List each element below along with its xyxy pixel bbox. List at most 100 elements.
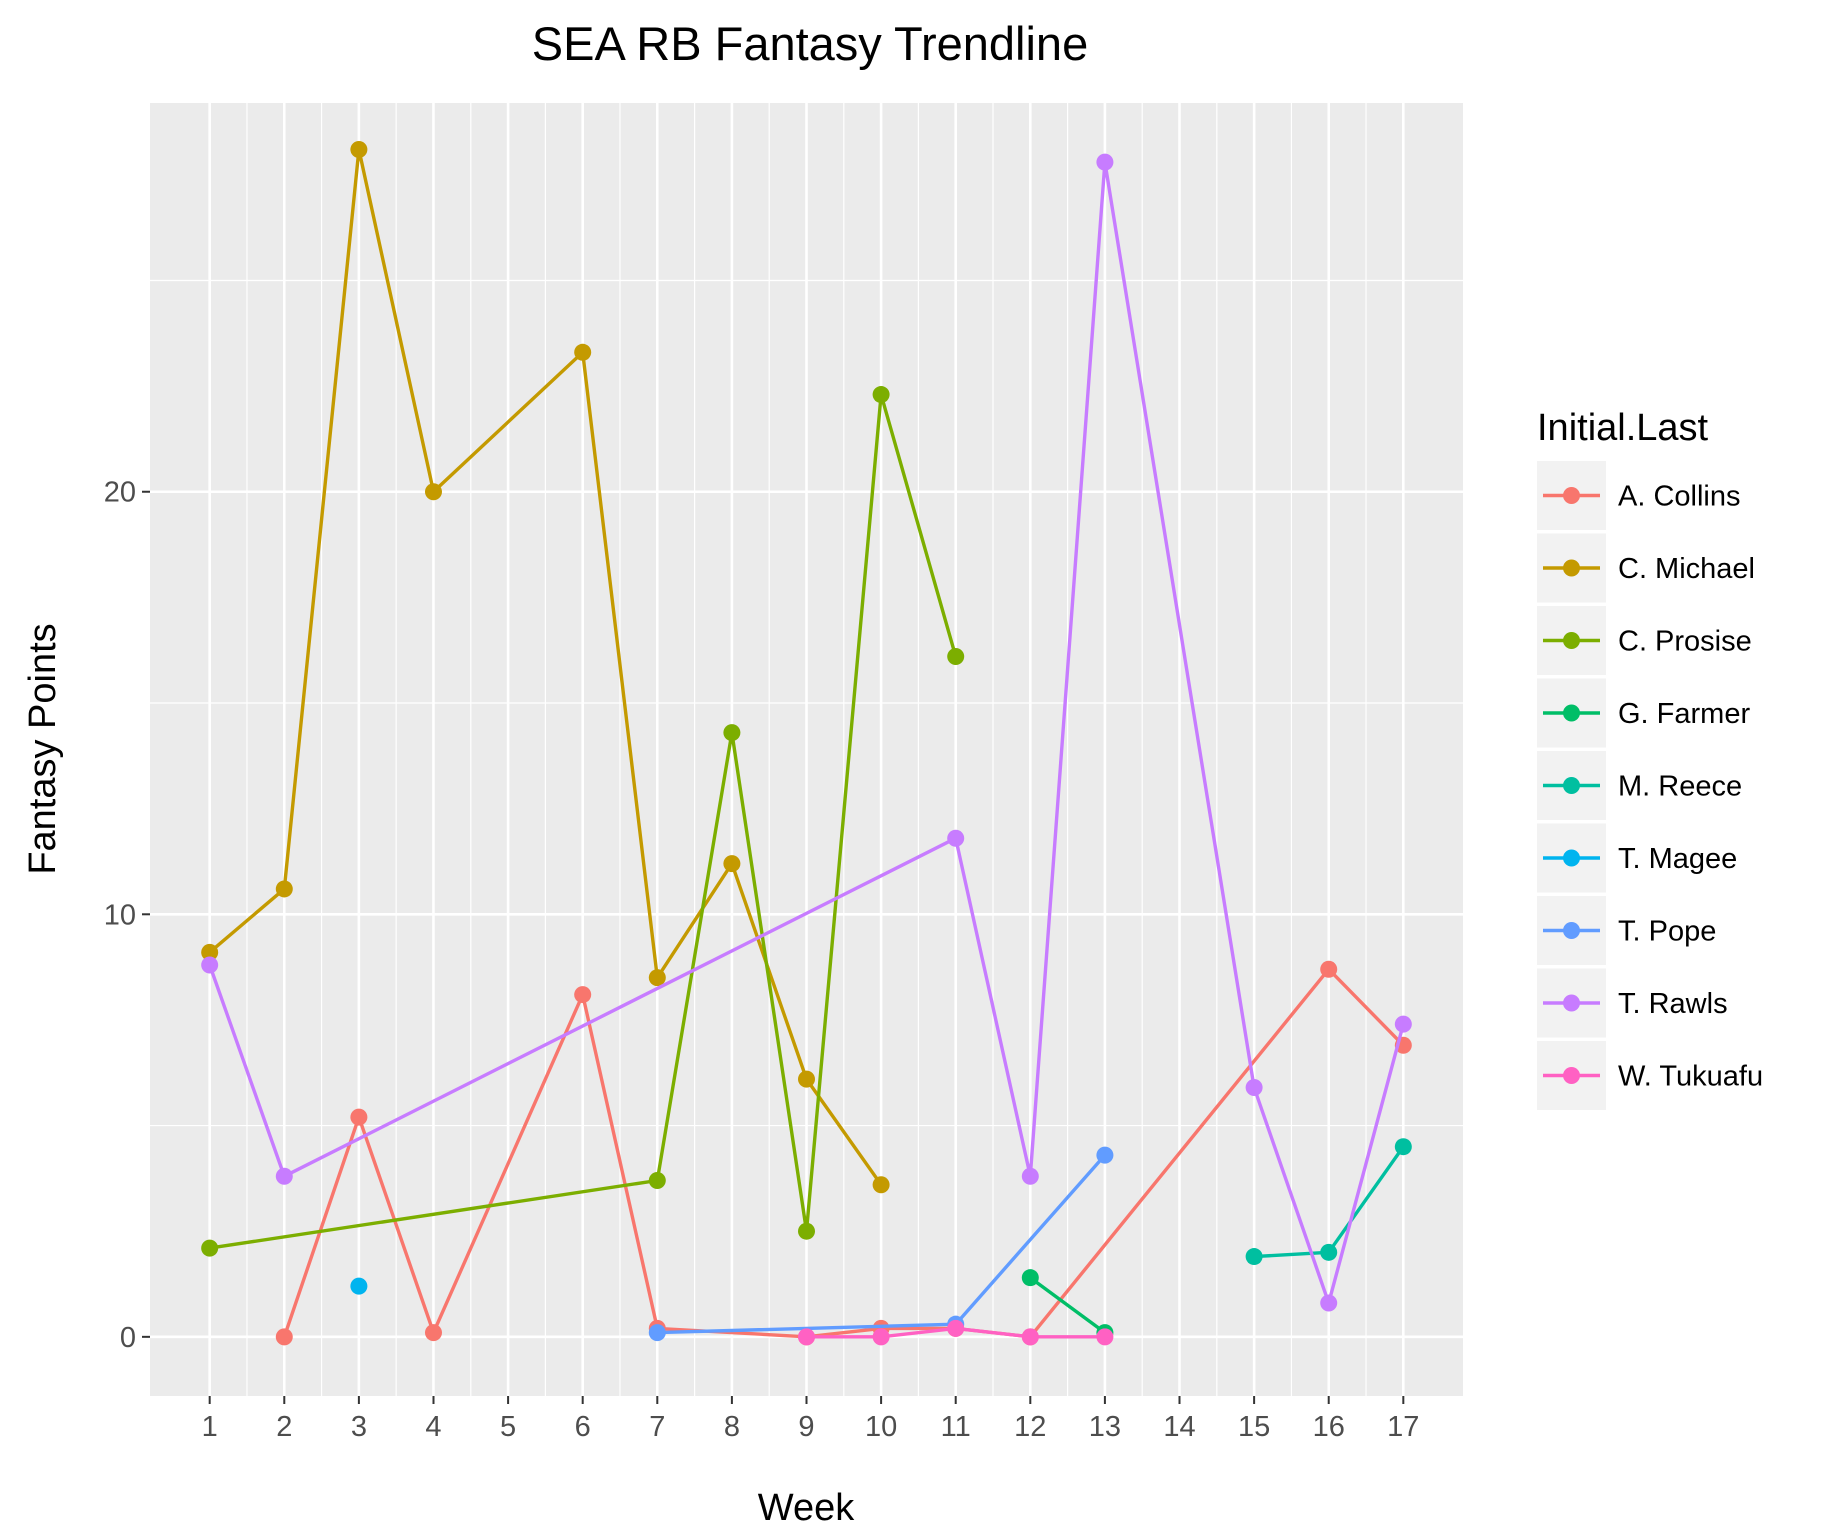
data-point	[201, 1239, 219, 1257]
data-point	[275, 880, 293, 898]
data-point	[1096, 1328, 1114, 1346]
x-tick-label: 4	[425, 1411, 441, 1443]
data-point	[350, 1108, 368, 1126]
x-tick-label: 16	[1313, 1411, 1345, 1443]
legend-key-point	[1563, 994, 1580, 1012]
data-point	[424, 1324, 442, 1342]
legend-label: M. Reece	[1618, 771, 1742, 803]
series-c-prosise	[201, 386, 965, 1257]
data-point	[1394, 1015, 1412, 1033]
data-point	[1245, 1248, 1263, 1266]
x-tick-label: 13	[1089, 1411, 1121, 1443]
legend-key-point	[1563, 922, 1580, 939]
legend: A. Collins C. Michael C. Prosise G. Farmer M…	[1537, 461, 1763, 1110]
legend-key-point	[1563, 632, 1580, 649]
data-point	[648, 1172, 666, 1189]
data-point	[574, 343, 592, 361]
data-point	[723, 855, 741, 873]
legend-label: A. Collins	[1618, 481, 1741, 513]
x-tick-label: 9	[798, 1411, 814, 1443]
data-point	[1394, 1138, 1412, 1156]
data-point	[1320, 1243, 1338, 1261]
x-tick-label: 10	[865, 1411, 897, 1443]
x-axis-title: Week	[758, 1487, 855, 1529]
data-point	[1021, 1328, 1039, 1346]
data-point	[648, 969, 666, 987]
x-tick-label: 17	[1387, 1411, 1419, 1443]
series-t-rawls	[201, 153, 1412, 1312]
data-point	[648, 1324, 666, 1342]
y-axis-title: Fantasy Points	[22, 623, 64, 874]
data-point	[201, 956, 219, 974]
data-point	[1021, 1167, 1039, 1185]
chart-title: SEA RB Fantasy Trendline	[532, 17, 1088, 70]
legend-key-point	[1563, 487, 1580, 504]
data-point	[1320, 960, 1338, 978]
data-point	[872, 1176, 890, 1194]
x-tick-label: 7	[649, 1411, 665, 1443]
y-tick-label: 0	[120, 1322, 136, 1354]
data-point	[350, 140, 368, 158]
legend-item: M. Reece	[1537, 751, 1742, 820]
series-line	[208, 160, 1405, 1305]
legend-label: C. Michael	[1618, 553, 1755, 585]
data-point	[723, 724, 741, 742]
data-point	[872, 1328, 890, 1346]
x-tick-label: 5	[500, 1411, 516, 1443]
series-m-reece	[1245, 1138, 1412, 1266]
data-point	[872, 386, 890, 404]
legend-item: C. Michael	[1537, 533, 1755, 603]
x-tick-label: 1	[202, 1411, 218, 1443]
series-w-tukuafu	[798, 1319, 1114, 1346]
series-group	[201, 140, 1412, 1346]
legend-label: T. Magee	[1618, 843, 1737, 875]
x-tick-label: 12	[1014, 1411, 1046, 1443]
data-point	[1245, 1079, 1263, 1097]
legend-label: C. Prosise	[1618, 626, 1752, 658]
data-point	[798, 1070, 815, 1088]
data-point	[947, 1319, 965, 1337]
x-tick-label: 6	[575, 1411, 591, 1443]
series-t-magee	[350, 1277, 368, 1295]
data-point	[1096, 153, 1114, 171]
x-tick-label: 11	[941, 1411, 971, 1443]
series-line	[209, 392, 958, 1250]
data-point	[798, 1222, 815, 1240]
legend-item: G. Farmer	[1537, 678, 1750, 748]
data-point	[1021, 1269, 1039, 1287]
legend-label: T. Rawls	[1618, 988, 1728, 1020]
y-tick-label: 10	[104, 899, 136, 931]
x-tick-label: 8	[724, 1411, 740, 1443]
data-point	[201, 943, 219, 961]
data-point	[1096, 1146, 1114, 1164]
legend-key-point	[1563, 777, 1580, 794]
data-point	[1320, 1294, 1338, 1312]
data-point	[574, 986, 592, 1004]
legend-key-point	[1563, 559, 1580, 577]
legend-item: A. Collins	[1537, 461, 1741, 530]
data-point	[947, 648, 965, 666]
legend-item: T. Rawls	[1537, 968, 1728, 1038]
x-tick-label: 2	[276, 1411, 292, 1443]
x-tick-label: 15	[1238, 1411, 1270, 1443]
data-point	[424, 483, 442, 501]
x-tick-label: 3	[351, 1411, 367, 1443]
data-point	[350, 1277, 368, 1295]
data-point	[947, 829, 965, 847]
series-c-michael	[201, 140, 890, 1194]
legend-item: T. Pope	[1537, 896, 1716, 965]
series-line	[1029, 1276, 1106, 1334]
legend-label: T. Pope	[1618, 916, 1716, 948]
legend-title: Initial.Last	[1537, 407, 1709, 449]
legend-item: T. Magee	[1537, 823, 1737, 893]
legend-item: W. Tukuafu	[1537, 1041, 1763, 1110]
legend-key-point	[1563, 1067, 1580, 1084]
data-point	[275, 1167, 293, 1185]
data-point	[275, 1328, 293, 1346]
legend-label: W. Tukuafu	[1618, 1061, 1763, 1093]
legend-label: G. Farmer	[1618, 698, 1750, 730]
data-point	[798, 1328, 815, 1346]
